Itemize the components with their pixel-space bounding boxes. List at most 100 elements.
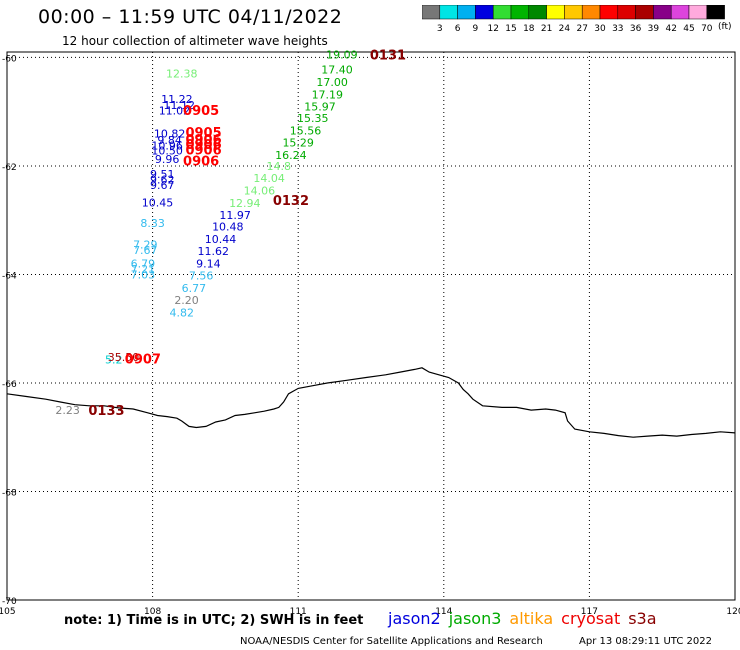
wave-height-label: 8.33	[140, 217, 165, 230]
wave-height-label: 9.14	[196, 258, 221, 271]
pass-time-label: 0905	[183, 104, 219, 119]
lat-tick-label: -66	[2, 380, 17, 390]
wave-height-labels: 19.0917.4017.0017.1915.9715.3515.5615.29…	[55, 49, 357, 417]
colorbar-unit: (ft)	[718, 22, 732, 32]
pass-time-label: 0906	[185, 133, 221, 148]
colorbar-label: 36	[630, 24, 642, 34]
wave-height-label: 14.8	[267, 160, 292, 173]
lon-tick-label: 105	[0, 607, 16, 617]
graticule	[6, 51, 736, 601]
wave-height-label: 11.62	[198, 245, 230, 258]
colorbar-label: 33	[612, 24, 623, 34]
pass-time-label: 0132	[273, 194, 309, 209]
wave-height-label: 7.56	[189, 270, 214, 283]
wave-height-label: 10.96	[151, 139, 183, 152]
lon-tick-label: 114	[435, 607, 452, 617]
colorbar-label: 30	[594, 24, 606, 34]
legend-item-jason3: jason3	[448, 609, 502, 628]
colorbar-label: 27	[576, 24, 587, 34]
colorbar-label: 6	[455, 24, 461, 34]
colorbar-label: 70	[701, 24, 713, 34]
colorbar-label: 45	[683, 24, 694, 34]
wave-height-label: 7.03	[131, 268, 156, 281]
wave-height-label: 6.77	[182, 282, 207, 295]
colorbar-label: 42	[665, 24, 676, 34]
pass-time-label: 0907	[125, 353, 161, 368]
wave-height-label: 11.22	[161, 93, 193, 106]
colorbar-label: 3	[437, 24, 443, 34]
lon-tick-label: 117	[581, 607, 598, 617]
wave-height-label: 17.00	[316, 76, 348, 89]
colorbar-label: 15	[505, 24, 516, 34]
lat-tick-label: -64	[2, 271, 17, 281]
wave-height-label: 15.35	[297, 112, 329, 125]
legend-item-s3a: s3a	[628, 609, 657, 628]
wave-height-label: 11.97	[219, 209, 251, 222]
lon-tick-label: 108	[144, 607, 161, 617]
wave-height-label: 9.67	[150, 179, 175, 192]
wave-height-label: 9.96	[155, 153, 180, 166]
lat-tick-label: -62	[2, 163, 17, 173]
wave-height-label: 4.82	[169, 306, 194, 319]
lat-tick-label: -60	[2, 54, 17, 64]
legend-item-jason2: jason2	[388, 609, 441, 628]
colorbar-label: 18	[523, 24, 535, 34]
timestamp-text: Apr 13 08:29:11 UTC 2022	[579, 636, 712, 647]
pass-time-label: 0133	[88, 404, 124, 419]
colorbar-label: 24	[559, 24, 571, 34]
colorbar-label: 12	[487, 24, 498, 34]
wave-height-label: 19.09	[326, 49, 358, 62]
wave-height-label: 2.20	[174, 294, 199, 307]
wave-height-label: 9.51	[150, 168, 175, 181]
pass-time-label: 0905	[185, 126, 221, 141]
wave-height-label: 11.12	[164, 99, 196, 112]
colorbar-label: 9	[473, 24, 479, 34]
note-text: note: 1) Time is in UTC; 2) SWH is in fe…	[64, 613, 364, 628]
wave-height-label: 10.82	[154, 127, 186, 140]
wave-height-label: 10.45	[142, 196, 174, 209]
wave-height-label: 9.62	[150, 174, 175, 187]
wave-height-label: 14.04	[253, 172, 285, 185]
lat-tick-label: -70	[2, 597, 17, 607]
satellite-legend: jason2 jason3 altika cryosat s3a	[388, 609, 665, 628]
pass-time-label: 0131	[370, 49, 406, 64]
wave-height-label: 2.23	[55, 404, 80, 417]
legend-item-altika: altika	[509, 609, 554, 628]
lon-tick-label: 111	[290, 607, 307, 617]
colorbar-label: 39	[648, 24, 660, 34]
lat-tick-label: -68	[2, 488, 17, 498]
lon-tick-label: 120	[726, 607, 740, 617]
colorbar-swatch	[706, 5, 725, 20]
wave-height-label: 15.56	[290, 125, 322, 138]
credit-text: NOAA/NESDIS Center for Satellite Applica…	[240, 636, 543, 647]
wave-height-label: 7.29	[133, 239, 158, 252]
wave-height-label: 11.02	[159, 105, 191, 118]
pass-time-label: 0906	[185, 144, 221, 159]
wave-height-label: 17.40	[321, 63, 353, 76]
coastline	[6, 367, 736, 438]
pass-time-label: 0906	[183, 155, 219, 170]
wave-height-label: 10.44	[205, 233, 237, 246]
map-title: 00:00 – 11:59 UTC 04/11/2022	[38, 6, 343, 28]
wave-height-label: 14.06	[244, 184, 276, 197]
map-subtitle: 12 hour collection of altimeter wave hei…	[62, 34, 328, 48]
wave-height-label: 10.48	[212, 221, 244, 234]
pass-time-label: 0906	[185, 138, 221, 153]
antarctic-coastline	[6, 367, 736, 438]
map-frame	[6, 51, 736, 601]
wave-height-label: 5.2	[105, 354, 123, 367]
wave-height-label: 16.24	[275, 149, 307, 162]
wave-height-label: 6.79	[131, 258, 156, 271]
wave-height-label: 7.67	[133, 244, 158, 257]
wave-height-label: 7.21	[131, 263, 156, 276]
wave-height-label: 17.19	[312, 88, 344, 101]
wave-height-label: 12.38	[166, 68, 198, 81]
wave-height-label: 15.29	[282, 137, 314, 150]
wave-height-label: 9.84	[157, 134, 182, 147]
wave-height-label: 35.50	[108, 351, 140, 364]
wave-height-label: 10.50	[151, 145, 183, 158]
legend-item-cryosat: cryosat	[561, 609, 621, 628]
colorbar: 3 6 9 12 15 18 21 24 27 30 33 36 39 42 45 70	[422, 5, 725, 34]
